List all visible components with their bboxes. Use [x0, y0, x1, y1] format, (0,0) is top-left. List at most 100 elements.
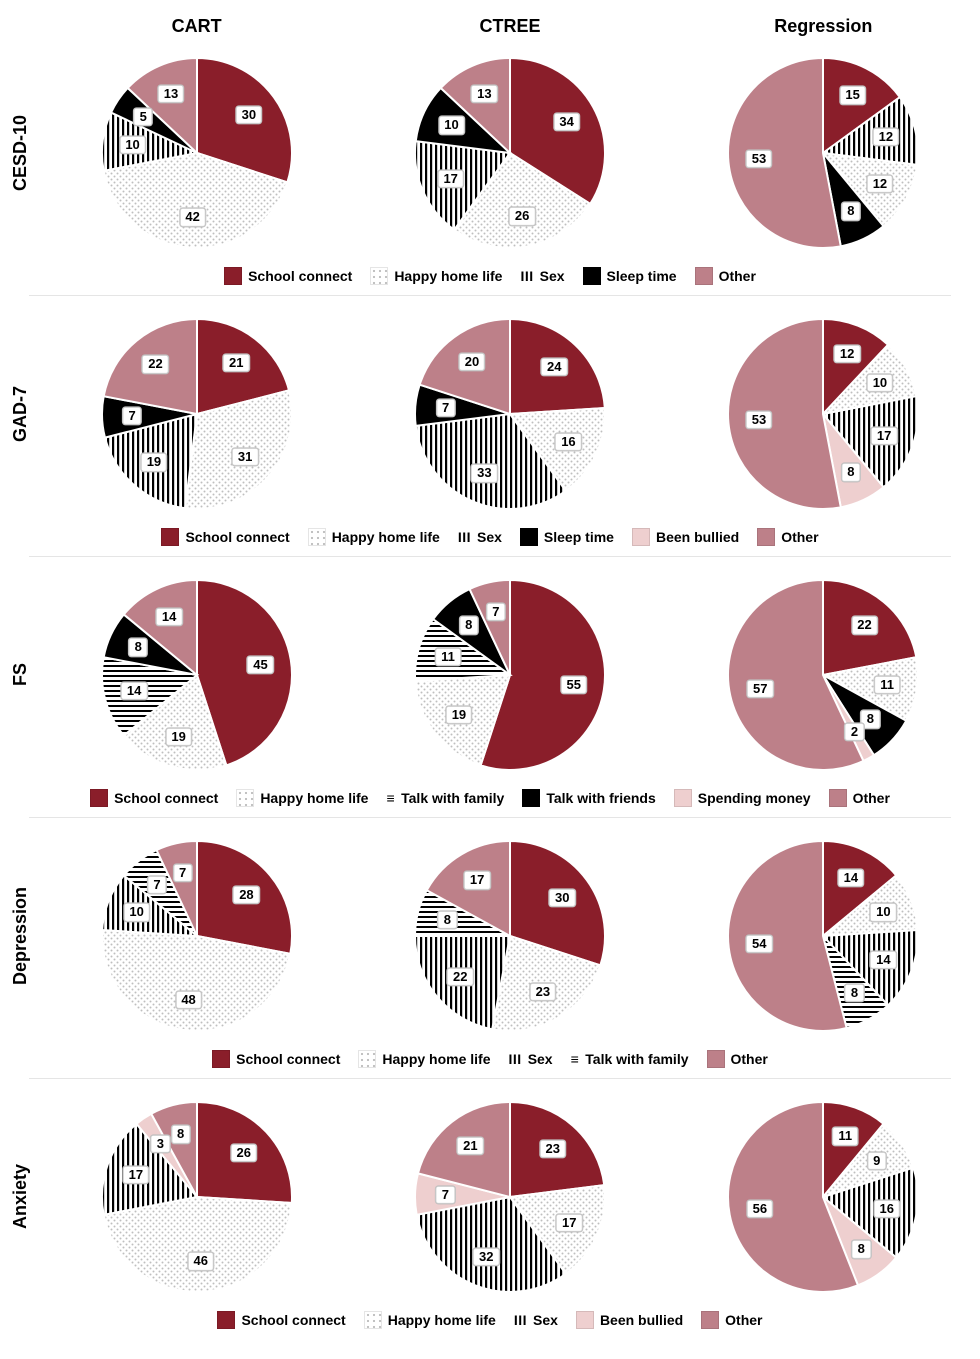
pie-chart: 28481077: [47, 826, 347, 1046]
pie-chart: 451914814: [47, 565, 347, 785]
pie-chart: 241633720: [360, 304, 660, 524]
legend-label: School connect: [248, 268, 352, 284]
slice-value-label: 10: [123, 903, 149, 921]
slice-value-label: 8: [171, 1125, 190, 1143]
slice-value-label: 16: [555, 432, 581, 450]
legend-swatch: [370, 267, 388, 285]
slice-value-label: 16: [874, 1200, 900, 1218]
legend-swatch: [90, 789, 108, 807]
legend-item: Happy home life: [358, 1050, 490, 1068]
legend-item: Happy home life: [236, 789, 368, 807]
legend-item: IIISex: [458, 528, 502, 546]
slice-value-label: 21: [457, 1137, 483, 1155]
legend: School connectHappy home lifeIIISexBeen …: [217, 1307, 762, 1339]
legend-item: Been bullied: [576, 1311, 683, 1329]
slice-value-label: 23: [539, 1139, 565, 1157]
legend-label: School connect: [114, 790, 218, 806]
legend-item: IIISex: [520, 267, 564, 285]
pie-chart: 304210513: [47, 43, 347, 263]
legend-label: School connect: [236, 1051, 340, 1067]
slice-value-label: 14: [121, 682, 147, 700]
pie-chart: 231732721: [360, 1087, 660, 1307]
legend-label: Other: [781, 529, 818, 545]
section-divider: [29, 556, 950, 557]
legend-item: Other: [829, 789, 890, 807]
slice-value-label: 12: [873, 128, 899, 146]
slice-value-label: 57: [747, 680, 773, 698]
legend-item: IIISex: [509, 1050, 553, 1068]
pie-chart: 151212853: [673, 43, 973, 263]
legend-swatch: [364, 1311, 382, 1329]
legend-label: Sex: [540, 268, 565, 284]
legend-swatch: [161, 528, 179, 546]
slice-value-label: 15: [839, 86, 865, 104]
slice-value-label: 7: [436, 399, 455, 417]
slice-value-label: 7: [147, 876, 166, 894]
slice-value-label: 12: [834, 345, 860, 363]
slice-value-label: 17: [871, 427, 897, 445]
legend-swatch: [701, 1311, 719, 1329]
slice-value-label: 13: [158, 85, 184, 103]
legend-label: Happy home life: [260, 790, 368, 806]
slice-value-label: 13: [471, 85, 497, 103]
legend-item: School connect: [90, 789, 218, 807]
column-header: Regression: [774, 10, 872, 43]
pie-chart: 26461738: [47, 1087, 347, 1307]
slice-value-label: 7: [122, 407, 141, 425]
slice-value-label: 2: [845, 722, 864, 740]
legend-item: ≡Talk with family: [386, 789, 504, 807]
legend-swatch: [829, 789, 847, 807]
slice-value-label: 11: [874, 676, 900, 694]
legend-label: Happy home life: [388, 1312, 496, 1328]
slice-value-label: 53: [746, 150, 772, 168]
legend: School connectHappy home lifeIIISex≡Talk…: [212, 1046, 768, 1078]
legend-label: Been bullied: [600, 1312, 683, 1328]
slice-value-label: 21: [223, 354, 249, 372]
slice-value-label: 10: [870, 903, 896, 921]
slice-value-label: 30: [236, 106, 262, 124]
legend-item: Happy home life: [370, 267, 502, 285]
column-header: CART: [172, 10, 222, 43]
slice-value-label: 5: [134, 108, 153, 126]
legend-swatch: [358, 1050, 376, 1068]
row-label: CESD-10: [10, 115, 31, 191]
slice-value-label: 7: [486, 603, 505, 621]
legend-item: Been bullied: [632, 528, 739, 546]
slice-value-label: 30: [549, 889, 575, 907]
legend-label: Sex: [533, 1312, 558, 1328]
legend-swatch: [583, 267, 601, 285]
slice-value-label: 19: [446, 705, 472, 723]
slice-value-label: 23: [530, 982, 556, 1000]
slice-value-label: 17: [556, 1213, 582, 1231]
legend-swatch: [236, 789, 254, 807]
legend-swatch: [695, 267, 713, 285]
slice-value-label: 3: [151, 1134, 170, 1152]
pie-chart: 55191187: [360, 565, 660, 785]
legend-swatch: [674, 789, 692, 807]
slice-value-label: 8: [129, 638, 148, 656]
legend-item: Happy home life: [364, 1311, 496, 1329]
slice-value-label: 8: [852, 1240, 871, 1258]
pie-chart: 22118257: [673, 565, 973, 785]
legend-glyph: III: [509, 1051, 522, 1067]
slice-value-label: 17: [437, 169, 463, 187]
legend-swatch: [707, 1050, 725, 1068]
slice-value-label: 12: [867, 175, 893, 193]
legend-label: Other: [719, 268, 756, 284]
slice-value-label: 19: [165, 728, 191, 746]
legend-label: Sleep time: [544, 529, 614, 545]
slice-value-label: 10: [119, 136, 145, 154]
slice-value-label: 26: [231, 1144, 257, 1162]
legend-label: Sleep time: [607, 268, 677, 284]
pie-chart: 302322817: [360, 826, 660, 1046]
legend-glyph: III: [458, 529, 471, 545]
legend-item: Other: [757, 528, 818, 546]
slice-value-label: 14: [870, 951, 896, 969]
legend-item: Happy home life: [308, 528, 440, 546]
legend-swatch: [522, 789, 540, 807]
slice-value-label: 48: [175, 991, 201, 1009]
slice-value-label: 56: [747, 1200, 773, 1218]
legend-label: Talk with family: [585, 1051, 688, 1067]
slice-value-label: 20: [459, 353, 485, 371]
slice-value-label: 11: [435, 648, 461, 666]
